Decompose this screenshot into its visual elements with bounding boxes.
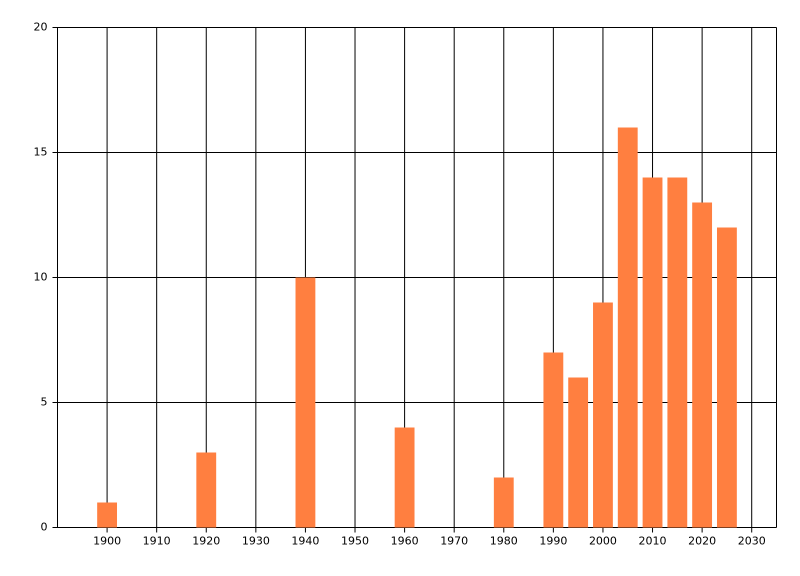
y-tick-label: 20 xyxy=(34,21,48,34)
x-tick-label: 2030 xyxy=(738,535,766,548)
x-tick-label: 1900 xyxy=(93,535,121,548)
x-tick-label: 1930 xyxy=(242,535,270,548)
bar xyxy=(716,227,737,528)
bar xyxy=(617,127,638,528)
x-tick-label: 2010 xyxy=(639,535,667,548)
bar xyxy=(593,302,613,528)
x-tick-label: 2000 xyxy=(589,535,617,548)
x-tick-label: 2020 xyxy=(688,535,716,548)
x-tick-label: 1990 xyxy=(539,535,567,548)
x-tick-label: 1980 xyxy=(490,535,518,548)
x-tick-label: 1960 xyxy=(391,535,419,548)
bar xyxy=(295,277,316,528)
x-tick-label: 1940 xyxy=(291,535,319,548)
x-tick-label: 1920 xyxy=(192,535,220,548)
y-tick-label: 0 xyxy=(41,521,48,534)
y-tick-label: 5 xyxy=(41,396,48,409)
x-tick-label: 1950 xyxy=(341,535,369,548)
bar xyxy=(543,352,564,528)
x-tick-label: 1970 xyxy=(440,535,468,548)
x-tick-label: 1910 xyxy=(143,535,171,548)
bar xyxy=(692,202,713,528)
bar xyxy=(642,177,663,528)
bar xyxy=(97,502,118,528)
y-tick-label: 15 xyxy=(34,146,48,159)
bar xyxy=(568,377,589,528)
bar xyxy=(493,477,514,528)
y-tick-label: 10 xyxy=(34,271,48,284)
bar xyxy=(394,427,415,528)
bar xyxy=(667,177,688,528)
bar xyxy=(196,452,217,528)
